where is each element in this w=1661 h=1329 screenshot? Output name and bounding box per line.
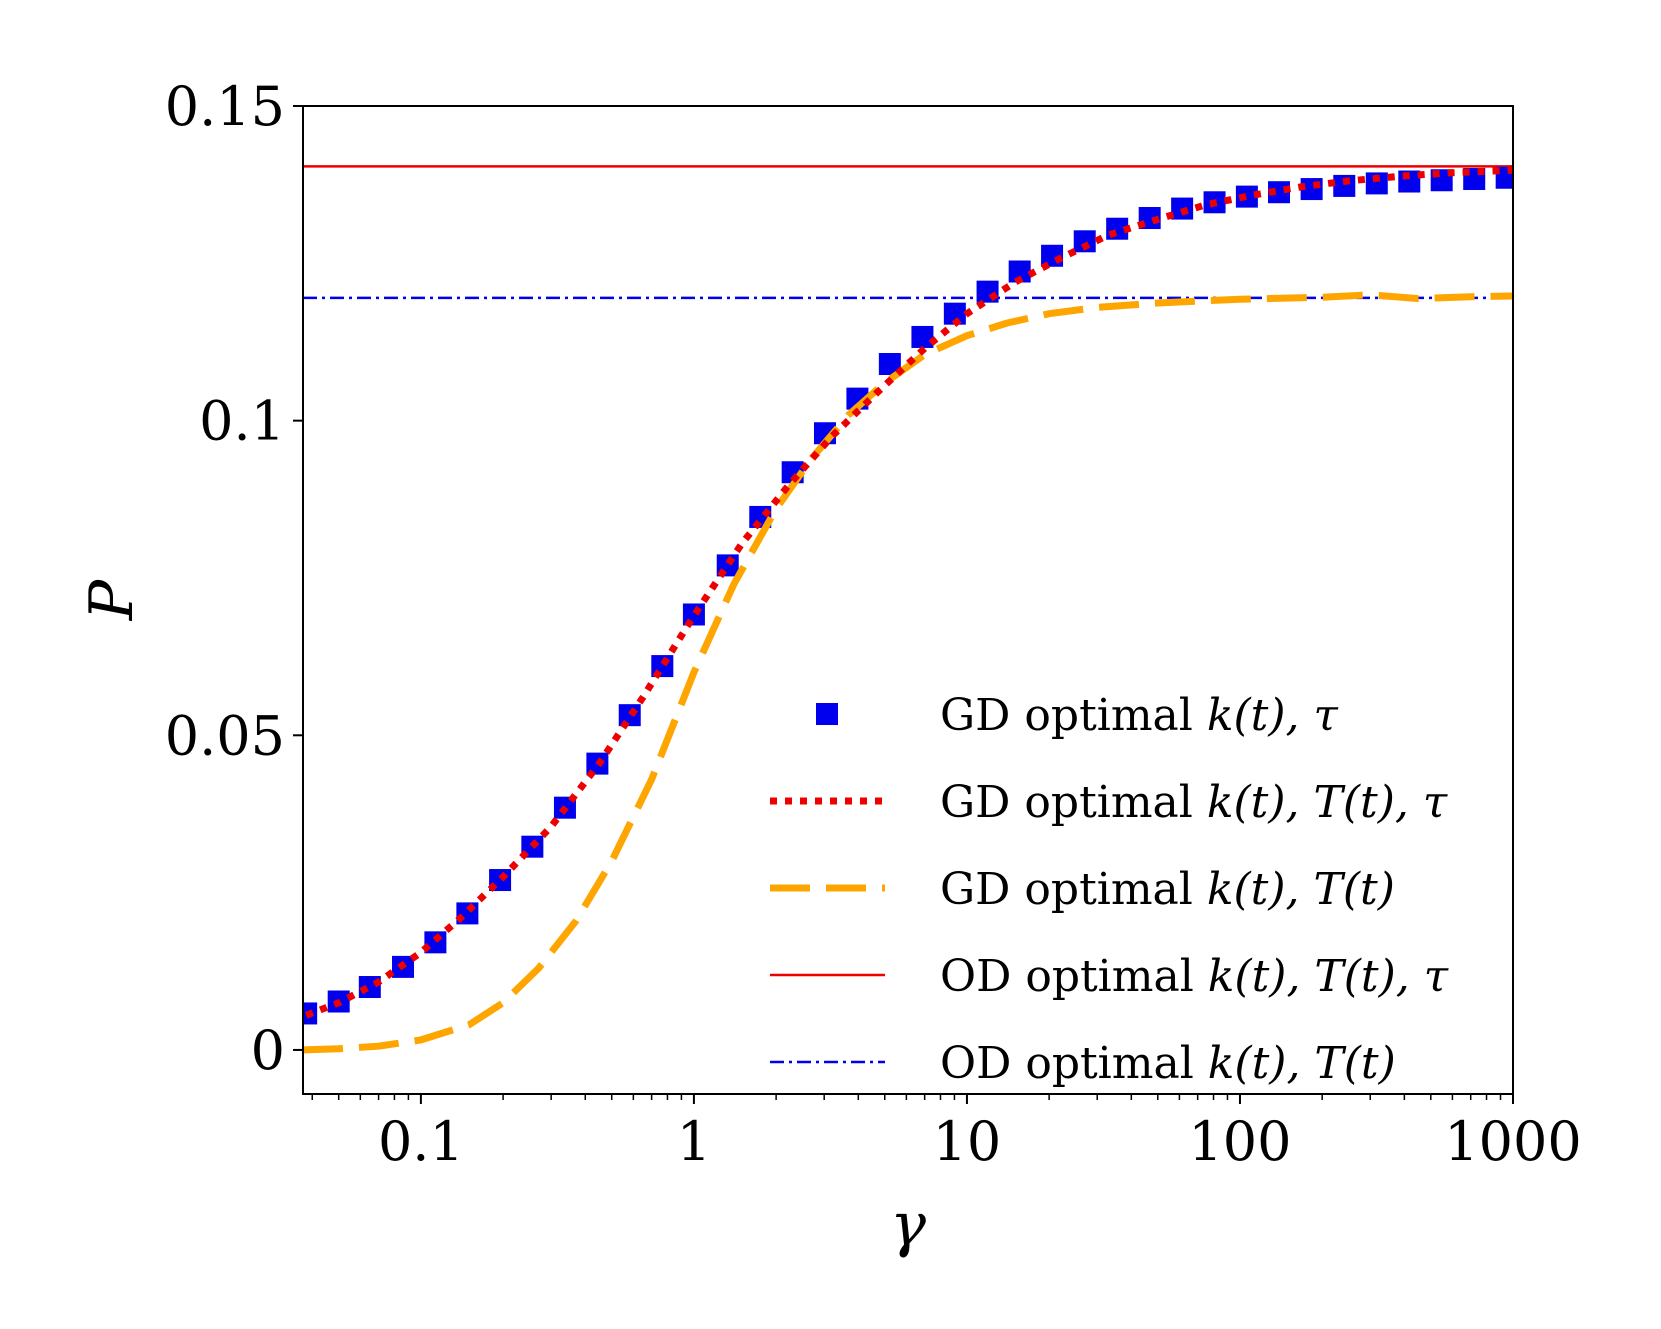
legend-label: GD optimal k(t), τ: [940, 690, 1338, 741]
gd-k-tau-marker: [976, 280, 999, 303]
legend-label: GD optimal k(t), T(t): [940, 864, 1395, 915]
series-line-3: [303, 291, 1513, 1054]
x-tick-label: 10: [933, 1110, 1002, 1173]
gd-k-tau-marker: [1008, 260, 1031, 283]
x-axis: 0.1 1 10 100 1000: [311, 1094, 1582, 1173]
legend-label: OD optimal k(t), T(t): [940, 1038, 1396, 1089]
x-tick-label: 0.1: [378, 1110, 464, 1173]
gd-k-tau-marker: [878, 353, 901, 376]
y-tick-label: 0: [251, 1019, 285, 1082]
gd-k-tau-marker: [1365, 172, 1388, 195]
gd-k-tau-marker: [911, 325, 934, 348]
legend-label: GD optimal k(t), T(t), τ: [940, 777, 1448, 828]
legend: GD optimal k(t), τ GD optimal k(t), T(t),…: [770, 690, 1449, 1089]
x-tick-label: 100: [1188, 1110, 1291, 1173]
y-tick-label: 0.1: [199, 390, 285, 453]
gd-k-tau-marker: [943, 302, 966, 325]
legend-label: OD optimal k(t), T(t), τ: [940, 951, 1449, 1002]
plot-frame: [302, 105, 1514, 1095]
gd-k-tau-marker: [1235, 185, 1258, 208]
series-line-2: [304, 166, 1513, 1019]
x-tick-label: 1: [677, 1110, 711, 1173]
plot-area: [303, 165, 1513, 1054]
x-tick-label: 1000: [1444, 1110, 1581, 1173]
y-tick-label: 0.15: [165, 75, 285, 138]
legend-marker: [816, 703, 838, 725]
gd-k-tau-marker: [1073, 230, 1096, 253]
y-axis-title: P: [77, 578, 147, 621]
x-axis-title: γ: [890, 1190, 926, 1260]
y-tick-label: 0.05: [165, 704, 285, 767]
y-axis: 0 0.05 0.1 0.15: [165, 75, 303, 1082]
